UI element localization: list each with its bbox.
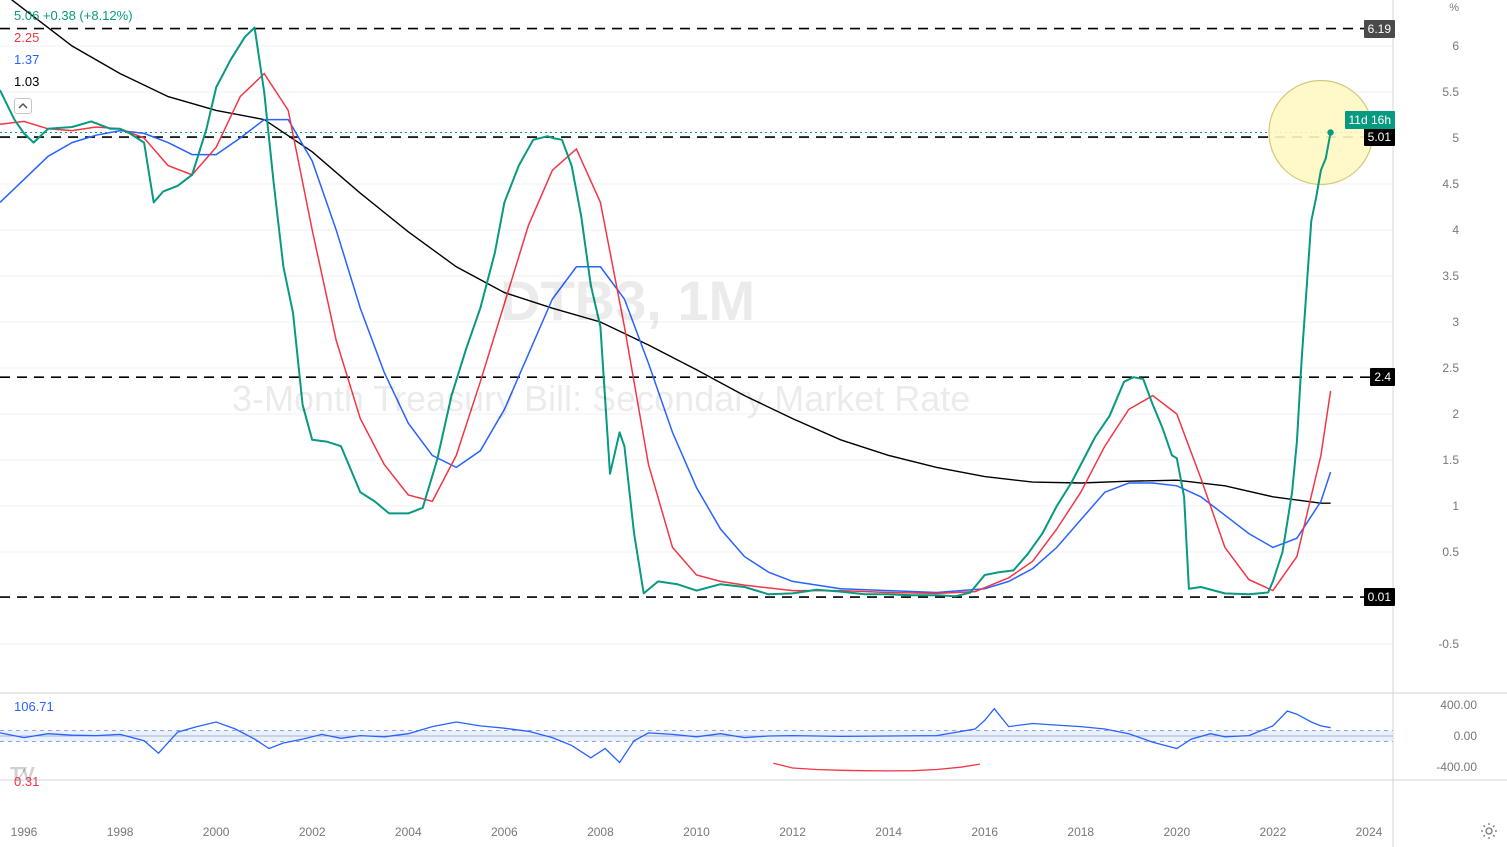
y-tick: 5.5 bbox=[1442, 85, 1459, 99]
y-tick: 1 bbox=[1452, 499, 1459, 513]
x-tick: 2016 bbox=[971, 825, 998, 839]
legend-ma-black: 1.03 bbox=[14, 74, 39, 89]
collapse-legend-button[interactable] bbox=[14, 98, 32, 114]
y-tick: 6 bbox=[1452, 39, 1459, 53]
indicator-y-tick: 400.00 bbox=[1440, 698, 1477, 712]
x-tick: 2020 bbox=[1163, 825, 1190, 839]
y-axis-unit: % bbox=[1449, 2, 1459, 14]
indicator-y-tick: -400.00 bbox=[1436, 760, 1477, 774]
x-tick: 2010 bbox=[683, 825, 710, 839]
price-tag: 0.01 bbox=[1364, 588, 1395, 606]
y-tick: 3.5 bbox=[1442, 269, 1459, 283]
x-tick: 2012 bbox=[779, 825, 806, 839]
x-tick: 2024 bbox=[1356, 825, 1383, 839]
x-tick: 2000 bbox=[203, 825, 230, 839]
price-tag: 6.19 bbox=[1364, 20, 1395, 38]
y-tick: 2.5 bbox=[1442, 361, 1459, 375]
x-tick: 2004 bbox=[395, 825, 422, 839]
settings-gear-icon[interactable] bbox=[1479, 821, 1499, 841]
x-tick: 2014 bbox=[875, 825, 902, 839]
x-tick: 2008 bbox=[587, 825, 614, 839]
y-tick: 0.5 bbox=[1442, 545, 1459, 559]
x-tick: 1998 bbox=[107, 825, 134, 839]
price-tag: 2.4 bbox=[1370, 368, 1395, 386]
legend-ma-red: 2.25 bbox=[14, 30, 39, 45]
y-tick: 4.5 bbox=[1442, 177, 1459, 191]
price-tag: 5.01 bbox=[1364, 128, 1395, 146]
chart-container: DTB3, 1M 3-Month Treasury Bill: Secondar… bbox=[0, 0, 1507, 847]
indicator-y-tick: 0.00 bbox=[1454, 729, 1477, 743]
y-tick: 1.5 bbox=[1442, 453, 1459, 467]
price-chart-svg bbox=[0, 0, 1507, 847]
y-tick: 3 bbox=[1452, 315, 1459, 329]
price-tag: 11d 16h bbox=[1345, 111, 1396, 129]
y-tick: 4 bbox=[1452, 223, 1459, 237]
indicator-legend: 106.71 bbox=[14, 699, 54, 714]
x-tick: 2018 bbox=[1067, 825, 1094, 839]
legend-price: 5.06 +0.38 (+8.12%) bbox=[14, 8, 133, 23]
x-tick: 2002 bbox=[299, 825, 326, 839]
x-tick: 1996 bbox=[11, 825, 38, 839]
y-tick: -0.5 bbox=[1438, 637, 1459, 651]
x-tick: 2022 bbox=[1260, 825, 1287, 839]
legend-ma-blue: 1.37 bbox=[14, 52, 39, 67]
y-tick: 2 bbox=[1452, 407, 1459, 421]
x-tick: 2006 bbox=[491, 825, 518, 839]
indicator-red-legend: 0.31 bbox=[14, 774, 39, 789]
y-tick: 5 bbox=[1452, 131, 1459, 145]
